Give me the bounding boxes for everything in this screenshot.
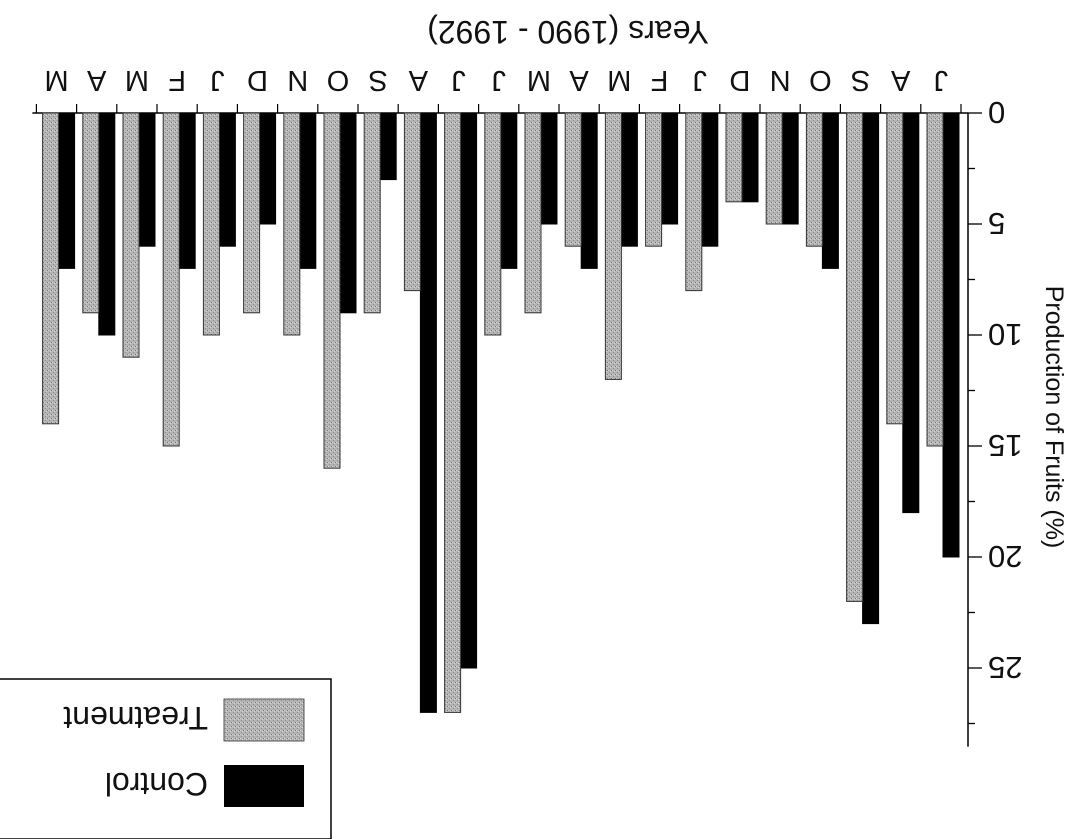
bar-treatment — [645, 112, 663, 247]
legend-swatch-control — [224, 765, 304, 807]
x-tick-label: D — [729, 64, 750, 96]
x-tick-label: M — [607, 64, 631, 96]
bar-treatment — [202, 112, 220, 336]
bar-control — [178, 112, 196, 269]
x-tick-label: J — [692, 64, 707, 96]
bar-treatment — [685, 112, 703, 292]
x-tick-label: N — [770, 64, 791, 96]
bar-treatment — [524, 112, 542, 314]
y-tick-label: 15 — [988, 428, 1022, 463]
bar-control — [741, 112, 759, 203]
bar-control — [540, 112, 558, 225]
x-tick-label: M — [125, 64, 149, 96]
x-tick-label: O — [809, 64, 832, 96]
bar-control — [781, 112, 799, 225]
bar-control — [821, 112, 839, 269]
bar-treatment — [765, 112, 783, 225]
bar-treatment — [805, 112, 823, 247]
bar-treatment — [846, 112, 864, 602]
bar-control — [661, 112, 679, 225]
y-tick-label: 20 — [988, 539, 1022, 574]
x-tick-label: A — [569, 64, 589, 96]
bar-control — [460, 112, 478, 669]
bar-control — [500, 112, 518, 269]
x-tick-label: J — [491, 64, 506, 96]
bar-treatment — [403, 112, 421, 292]
bar-control — [58, 112, 76, 269]
bar-treatment — [444, 112, 462, 713]
bar-control — [701, 112, 719, 247]
bar-control — [620, 112, 638, 247]
x-tick-label: A — [86, 64, 106, 96]
x-tick-label: J — [451, 64, 466, 96]
bar-treatment — [484, 112, 502, 336]
y-axis-title: Production of Fruits (%) — [1040, 286, 1068, 549]
y-tick-label: 0 — [988, 95, 1005, 130]
bar-treatment — [363, 112, 381, 314]
y-tick-label: 5 — [988, 206, 1005, 241]
bar-control — [419, 112, 437, 713]
bar-treatment — [725, 112, 743, 203]
bar-treatment — [42, 112, 60, 425]
bar-treatment — [926, 112, 944, 447]
x-tick-label: D — [247, 64, 268, 96]
bar-control — [580, 112, 598, 269]
x-tick-label: S — [368, 64, 387, 96]
bar-control — [218, 112, 236, 247]
bar-control — [862, 112, 880, 625]
x-tick-label: F — [168, 64, 186, 96]
bar-control — [902, 112, 920, 514]
legend: Control Treatment — [0, 678, 332, 839]
bar-treatment — [323, 112, 341, 469]
x-axis-title: Years (1990 - 1992) — [427, 14, 709, 50]
y-tick-label: 10 — [988, 317, 1022, 352]
x-tick-label: F — [651, 64, 669, 96]
x-tick-label: A — [890, 64, 910, 96]
bar-treatment — [604, 112, 622, 380]
bars-layer — [42, 112, 960, 713]
bar-control — [339, 112, 357, 314]
bar-control — [259, 112, 277, 225]
x-tick-label: M — [527, 64, 551, 96]
bar-treatment — [82, 112, 100, 314]
bar-control — [138, 112, 156, 247]
y-tick-label: 25 — [988, 650, 1022, 685]
bar-treatment — [122, 112, 140, 358]
bar-control — [379, 112, 397, 181]
legend-label-control: Control — [105, 766, 208, 802]
bar-treatment — [564, 112, 582, 247]
legend-swatch-treatment — [223, 698, 305, 742]
x-tick-label: J — [210, 64, 225, 96]
x-tick-label: N — [287, 64, 308, 96]
bar-control — [98, 112, 116, 336]
bar-treatment — [283, 112, 301, 336]
legend-label-treatment: Treatment — [63, 700, 208, 736]
x-tick-label: S — [851, 64, 870, 96]
bar-treatment — [162, 112, 180, 447]
legend-frame — [0, 678, 332, 839]
bar-control — [942, 112, 960, 558]
bar-treatment — [886, 112, 904, 425]
bar-control — [299, 112, 317, 269]
bar-treatment — [243, 112, 261, 314]
x-tick-label: A — [408, 64, 428, 96]
x-tick-label: M — [44, 64, 68, 96]
x-tick-label: J — [934, 64, 949, 96]
x-tick-label: O — [327, 64, 350, 96]
